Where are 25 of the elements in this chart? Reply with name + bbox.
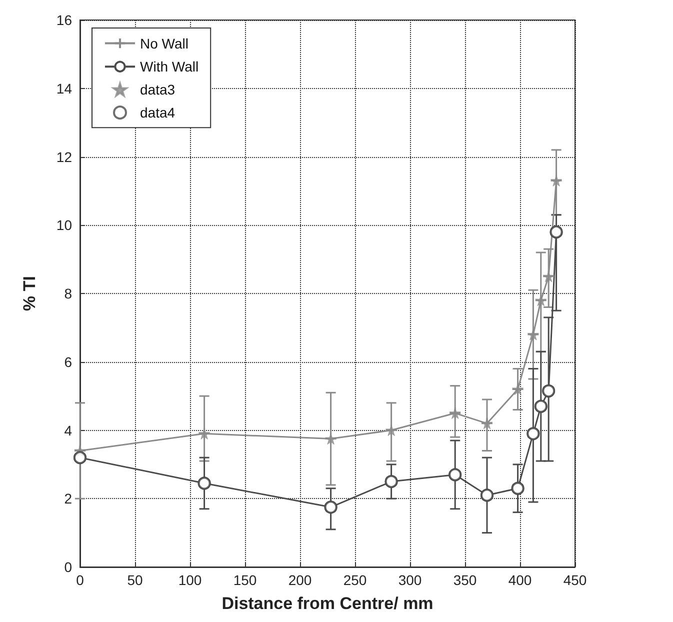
x-tick-label: 400 <box>508 572 532 588</box>
y-tick-label: 2 <box>64 490 72 507</box>
y-tick-label: 8 <box>64 286 72 302</box>
x-tick-label: 100 <box>178 572 202 588</box>
x-axis-title: Distance from Centre/ mm <box>222 594 434 613</box>
y-tick-label: 4 <box>64 422 72 438</box>
y-tick-label: 16 <box>56 12 72 28</box>
x-tick-label: 300 <box>398 572 422 588</box>
legend-label: data4 <box>140 104 176 121</box>
legend-label: data3 <box>140 82 176 98</box>
y-tick-label: 0 <box>64 559 72 575</box>
x-tick-label: 200 <box>288 572 312 588</box>
x-tick-label: 50 <box>127 572 143 588</box>
x-tick-label: 450 <box>563 572 587 588</box>
x-tick-label: 350 <box>453 572 477 588</box>
legend-label: With Wall <box>140 58 199 75</box>
y-tick-label: 12 <box>56 148 72 165</box>
y-tick-label: 10 <box>56 217 72 234</box>
x-tick-label: 0 <box>76 572 84 588</box>
y-tick-label: 14 <box>56 80 72 96</box>
y-tick-label: 6 <box>64 354 72 370</box>
x-tick-label: 250 <box>343 572 367 588</box>
x-tick-label: 150 <box>233 572 257 588</box>
legend-label: No Wall <box>140 35 188 52</box>
y-axis-title: % TI <box>20 276 39 311</box>
